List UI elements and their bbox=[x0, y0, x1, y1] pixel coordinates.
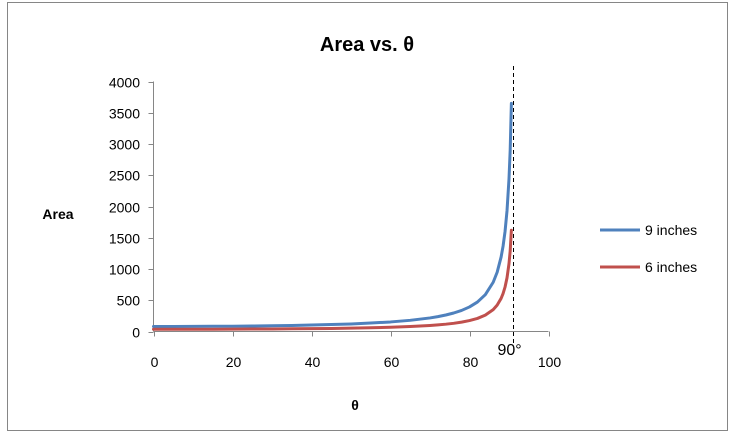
y-tick-label: 2000 bbox=[109, 200, 140, 216]
y-tick-label: 3000 bbox=[109, 137, 140, 153]
x-tick-label: 40 bbox=[305, 354, 321, 370]
series-line-6-inches bbox=[152, 228, 513, 331]
chart-title: Area vs. θ bbox=[320, 34, 414, 56]
legend-label: 9 inches bbox=[645, 222, 697, 238]
series-line-9-inches bbox=[152, 101, 513, 328]
x-tick-label: 60 bbox=[384, 354, 400, 370]
y-tick-label: 500 bbox=[117, 293, 141, 309]
x-tick-label: 80 bbox=[463, 354, 479, 370]
y-tick-label: 2500 bbox=[109, 168, 140, 184]
x-tick-label: 20 bbox=[226, 354, 242, 370]
y-tick-label: 1500 bbox=[109, 231, 140, 247]
legend-item: 6 inches bbox=[600, 259, 697, 275]
x-tick-label: 100 bbox=[538, 354, 562, 370]
plot-area: 0 500 1000 1500 2000 2500 3000 3500 4000 0 20 40 60 8… bbox=[109, 66, 562, 370]
y-axis-title: Area bbox=[42, 206, 73, 222]
reference-line-label: 90° bbox=[498, 342, 522, 359]
x-tick-label: 0 bbox=[151, 354, 159, 370]
y-tick-label: 3500 bbox=[109, 106, 140, 122]
x-axis-title: θ bbox=[351, 397, 359, 413]
legend-label: 6 inches bbox=[645, 259, 697, 275]
chart-border bbox=[7, 2, 728, 431]
legend: 9 inches 6 inches bbox=[600, 222, 697, 275]
y-tick-label: 1000 bbox=[109, 262, 140, 278]
y-tick-label: 4000 bbox=[109, 75, 140, 91]
legend-item: 9 inches bbox=[600, 222, 697, 238]
y-tick-label: 0 bbox=[132, 325, 140, 341]
